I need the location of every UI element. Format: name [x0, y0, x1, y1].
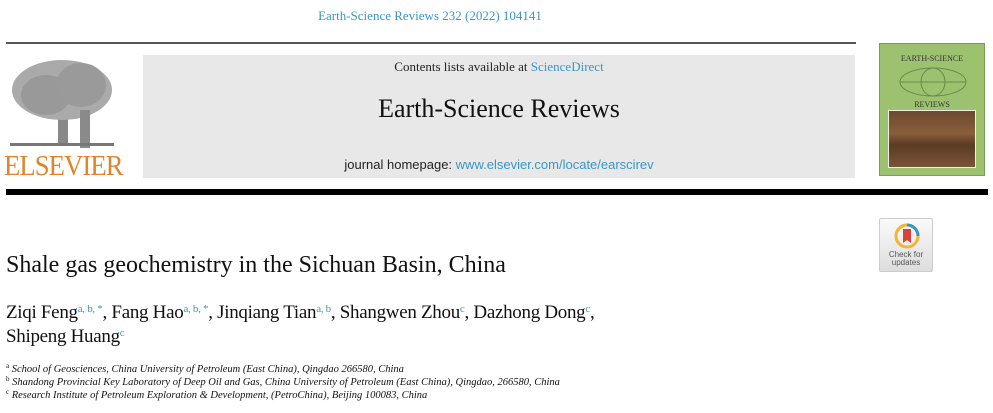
- affiliation: c Research Institute of Petroleum Explor…: [6, 389, 560, 402]
- affiliation-text: Research Institute of Petroleum Explorat…: [11, 390, 428, 401]
- bookmark-icon: [894, 223, 920, 249]
- affiliation-key: a: [6, 362, 10, 370]
- journal-banner: [143, 55, 855, 178]
- article-title: Shale gas geochemistry in the Sichuan Ba…: [6, 252, 506, 278]
- globe-icon: [899, 67, 967, 97]
- homepage-link[interactable]: www.elsevier.com/locate/earscirev: [455, 157, 654, 172]
- affiliations: a School of Geosciences, China Universit…: [6, 363, 560, 402]
- author-name[interactable]: Shangwen Zhou: [339, 302, 460, 323]
- author-list: Ziqi Fenga, b, *, Fang Haoa, b, *, Jinqi…: [6, 301, 846, 349]
- journal-cover[interactable]: EARTH-SCIENCE REVIEWS: [879, 43, 985, 176]
- check-for-updates-label: Check for updates: [888, 250, 924, 267]
- journal-title: Earth-Science Reviews: [378, 94, 620, 123]
- elsevier-tree-logo: [10, 60, 114, 148]
- elsevier-wordmark: ELSEVIER: [4, 150, 124, 182]
- author-separator: ,: [208, 302, 218, 323]
- contents-line: Contents lists available at ScienceDirec…: [143, 59, 855, 75]
- check-for-updates-button[interactable]: Check for updates: [879, 218, 933, 272]
- affiliation: a School of Geosciences, China Universit…: [6, 363, 560, 376]
- cover-subtitle: REVIEWS: [914, 100, 950, 109]
- author-affiliation-marker[interactable]: c: [459, 303, 465, 315]
- affiliation: b Shandong Provincial Key Laboratory of …: [6, 376, 560, 389]
- author-separator: ,: [464, 302, 474, 323]
- author-affiliation-marker[interactable]: c: [585, 303, 590, 315]
- cover-title: EARTH-SCIENCE: [900, 54, 964, 63]
- author-affiliation-marker[interactable]: a, b, *: [183, 303, 209, 315]
- author-name[interactable]: Fang Hao: [111, 302, 184, 323]
- author-affiliation-marker[interactable]: a, b, *: [77, 303, 103, 315]
- homepage-prefix: journal homepage:: [344, 157, 456, 172]
- affiliation-text: Shandong Provincial Key Laboratory of De…: [12, 377, 560, 388]
- author-name[interactable]: Jinqiang Tian: [217, 302, 317, 323]
- author-separator: ,: [102, 302, 112, 323]
- author-name[interactable]: Dazhong Dong: [473, 302, 586, 323]
- author-separator: ,: [589, 302, 595, 323]
- sciencedirect-link[interactable]: ScienceDirect: [530, 59, 604, 74]
- author-name[interactable]: Ziqi Feng: [6, 302, 78, 323]
- journal-citation[interactable]: Earth-Science Reviews 232 (2022) 104141: [318, 8, 542, 23]
- author-affiliation-marker[interactable]: c: [119, 327, 125, 339]
- header-rule: [6, 189, 988, 195]
- author-affiliation-marker[interactable]: a, b: [316, 303, 331, 315]
- divider: [6, 42, 856, 44]
- contents-prefix: Contents lists available at: [394, 59, 531, 74]
- affiliation-text: School of Geosciences, China University …: [11, 364, 404, 375]
- affiliation-key: c: [6, 388, 10, 396]
- homepage-line: journal homepage: www.elsevier.com/locat…: [143, 157, 855, 172]
- cover-image: [888, 110, 976, 168]
- author-name[interactable]: Shipeng Huang: [6, 326, 120, 347]
- affiliation-key: b: [6, 375, 10, 383]
- author-separator: ,: [330, 302, 340, 323]
